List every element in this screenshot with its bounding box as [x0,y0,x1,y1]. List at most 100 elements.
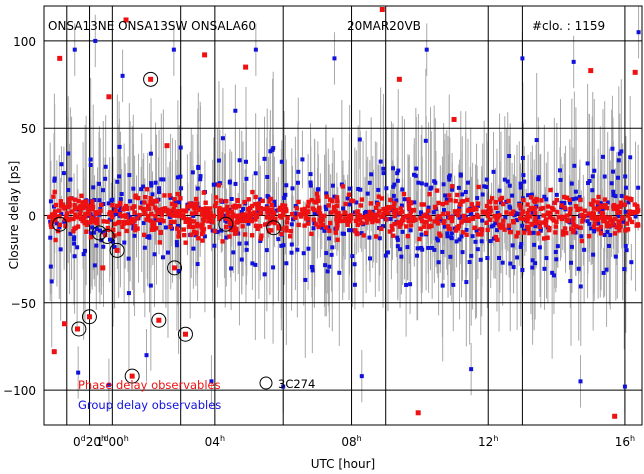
phase-point [167,208,172,214]
group-point [139,200,144,205]
phase-point [545,235,550,240]
phase-point [334,226,339,231]
group-point [450,187,455,192]
phase-point [334,195,340,200]
group-point [554,192,559,197]
phase-point [189,232,194,237]
phase-point [120,224,125,230]
phase-point [592,221,598,226]
phase-point [595,207,600,212]
group-point [460,250,465,255]
y-tick-label: 0 [28,210,36,224]
group-point [324,191,329,196]
phase-point [205,208,211,213]
phase-point [212,228,218,234]
group-point [293,204,298,209]
phase-point [604,223,610,229]
group-point [408,228,413,233]
phase-point [623,228,628,233]
phase-point [337,218,343,224]
group-point [553,250,558,255]
group-point [152,252,157,257]
phase-point [196,223,201,228]
group-point [52,176,57,181]
group-point [330,245,335,250]
group-point [150,192,155,197]
phase-point [632,202,637,207]
group-point [381,166,386,171]
x-tick-label: 12h [478,434,498,449]
phase-point [266,209,272,214]
phase-point [338,213,343,219]
group-point [262,156,267,161]
group-point [536,215,541,220]
phase-point [616,221,622,227]
group-point [268,149,273,154]
phase-point [261,206,266,212]
phase-point [595,215,600,220]
phase-point [343,201,348,207]
group-point [432,247,437,252]
group-point [367,180,372,185]
phase-point [181,213,186,218]
group-point [445,234,450,239]
group-point [538,227,543,232]
phase-point [75,224,81,229]
phase-point [279,226,284,231]
group-point [332,56,337,61]
phase-point [151,220,156,225]
phase-point [192,206,197,211]
group-point [358,187,363,192]
phase-point [282,203,288,208]
group-point [171,47,176,52]
phase-point [318,214,324,220]
group-point [399,254,404,259]
phase-point [388,197,393,203]
group-point [522,179,527,184]
group-point [619,193,624,198]
phase-point [422,224,427,229]
group-point [341,206,346,211]
phase-point [67,203,72,208]
phase-point [84,203,90,208]
group-point [435,238,440,243]
group-point [605,200,610,205]
phase-point [456,208,462,213]
phase-point [570,229,576,235]
group-point [600,154,605,159]
group-point [119,192,124,197]
phase-point [487,205,492,211]
phase-point [266,229,272,234]
group-point [90,225,95,230]
group-point [447,173,452,178]
phase-point [178,196,183,201]
phase-point [135,226,140,231]
group-point [352,282,357,287]
group-point [103,176,108,181]
phase-point [161,218,166,224]
group-point [616,175,621,180]
phase-point [348,198,354,203]
group-point [239,210,244,215]
group-point [571,197,576,202]
phase-point [494,217,499,223]
group-point [271,265,276,270]
phase-point [105,225,111,231]
group-point [430,245,435,250]
phase-point [302,206,307,212]
phase-point [227,221,233,227]
group-point [62,219,67,224]
group-point [497,188,502,193]
phase-point [301,210,306,215]
group-point [330,183,335,188]
group-point [327,236,332,241]
group-point [68,177,73,182]
phase-point [540,205,546,211]
group-point [153,218,158,223]
group-point [518,181,523,186]
phase-point [141,232,147,238]
phase-point [189,211,195,216]
phase-point [474,212,480,218]
phase-point [406,197,411,202]
group-point [296,169,301,174]
